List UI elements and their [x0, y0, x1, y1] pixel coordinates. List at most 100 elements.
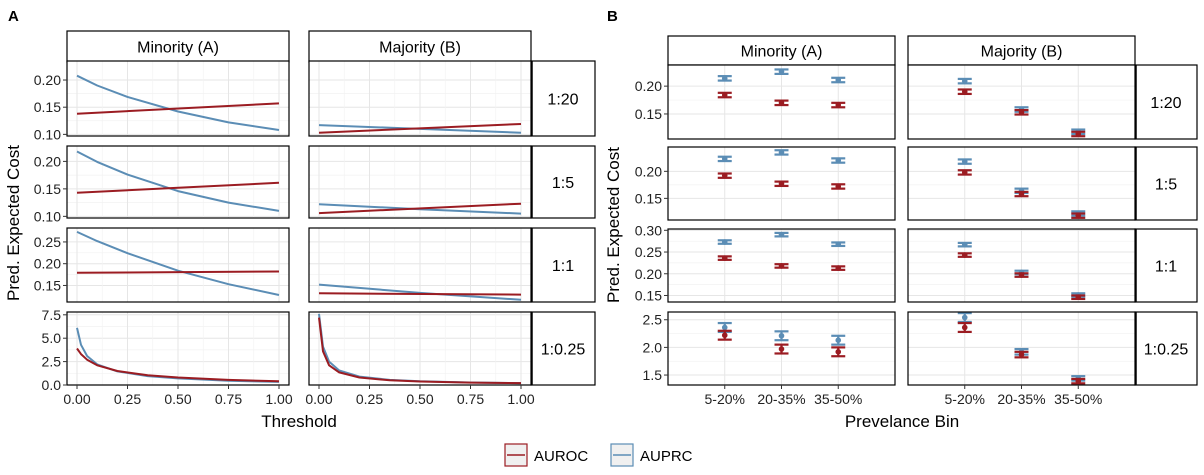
panel-b-minority-row0-frame [667, 64, 896, 140]
panel-a-majority-row2-line-auprc [318, 283, 522, 301]
panel-b-majority-row0-point-auprc-0 [957, 77, 972, 85]
panel-b-minority-row2-point-auprc-1 [774, 231, 789, 238]
data-point [721, 255, 728, 261]
panel-b-ytick-label-0-0: 0.15 [635, 106, 662, 122]
panel-b-majority-row0-point-auroc-0 [957, 88, 972, 96]
panel-a-ytick-label-1-1: 0.15 [34, 181, 61, 197]
panel-a-majority-row2-line-auroc [318, 292, 522, 296]
panel-a-row-strip-3-label: 1:0.25 [541, 342, 586, 359]
data-point [835, 157, 842, 164]
panel-b-minority-row3-point-auroc-0 [717, 329, 732, 341]
panel-a-xtick-label-0-2: 0.50 [164, 391, 191, 407]
panel-a-x-axis-title: Threshold [261, 412, 337, 431]
panel-b-majority-row0-point-auroc-1 [1014, 108, 1029, 116]
panel-a-xtick-label-0-1: 0.25 [114, 391, 141, 407]
data-point [835, 349, 842, 355]
data-point [721, 324, 728, 331]
data-point [1018, 191, 1025, 197]
panel-a-ytick-label-0-1: 0.15 [34, 99, 61, 115]
panel-b-ytick-label-3-2: 2.5 [643, 312, 663, 328]
panel-a-ytick-label-0-0: 0.10 [34, 126, 61, 142]
panel-b-ytick-label-1-1: 0.20 [635, 163, 662, 179]
panel-a-majority-row0-frame [308, 60, 532, 137]
panel-a-ytick-label-3-2: 5.0 [42, 330, 62, 346]
panel-a-label: A [8, 8, 19, 25]
panel-b-minority-row3-point-auprc-1 [774, 330, 789, 342]
panel-b-ytick-label-2-1: 0.20 [635, 266, 662, 282]
data-point [835, 337, 842, 344]
panel-b-ytick-label-0-1: 0.20 [635, 78, 662, 94]
panel-b-minority-row2-point-auroc-0 [717, 255, 732, 261]
panel-a-xtick-label-1-4: 1.00 [507, 391, 534, 407]
data-point [721, 156, 728, 162]
panel-b-minority-row0-point-auprc-1 [774, 68, 789, 76]
data-point [1075, 212, 1082, 219]
legend: AUROC AUPRC [504, 443, 693, 467]
data-point [778, 180, 785, 187]
panel-b-row-strip-3-label: 1:0.25 [1144, 342, 1189, 359]
panel-b-xtick-label-1-0: 5-20% [945, 391, 985, 407]
data-point [1075, 131, 1082, 137]
panel-a-majority-row1-line-auroc [318, 202, 522, 215]
panel-b-minority-row2-point-auroc-2 [831, 265, 846, 271]
panel-b-majority-row1-point-auroc-0 [957, 169, 972, 176]
legend-label-auprc: AUPRC [640, 448, 693, 465]
panel-b-ytick-label-1-0: 0.15 [635, 190, 662, 206]
panel-b-majority-row3-point-auroc-2 [1071, 377, 1086, 385]
panel-b-minority-row1-frame [667, 146, 896, 221]
panel-a-xtick-label-1-0: 0.00 [305, 391, 332, 407]
panel-b-label: B [607, 8, 618, 25]
panel-a-ytick-label-2-2: 0.25 [34, 234, 61, 250]
data-point [1075, 378, 1082, 384]
panel-b-minority-row1-point-auprc-1 [774, 149, 789, 156]
panel-a-ytick-label-0-2: 0.20 [34, 72, 61, 88]
panel-a-minority-row3-line-auroc [76, 347, 280, 383]
panel-b-minority-row3-point-auroc-1 [774, 343, 789, 355]
data-point [961, 241, 968, 248]
data-point [778, 346, 785, 352]
panel-b-x-axis-title: Prevelance Bin [845, 412, 959, 431]
data-point [835, 265, 842, 271]
data-point [1018, 351, 1025, 358]
data-point [961, 158, 968, 165]
data-point [778, 100, 785, 106]
panel-a-minority-row2-line-auroc [76, 270, 280, 274]
panel-b-row-strip-2-label: 1:1 [1155, 259, 1177, 276]
panel-b-col-strip-0-box [667, 35, 896, 66]
panel-b-minority-row0-point-auroc-2 [831, 101, 846, 109]
panel-b-row-strip-3-box [1134, 311, 1198, 386]
panel-b-majority-row0-point-auroc-2 [1071, 130, 1086, 138]
legend-label-auroc: AUROC [534, 448, 588, 465]
panel-b-col-strip-1-box [907, 35, 1136, 66]
panel-a-col-strip-1-label: Majority (B) [379, 40, 461, 57]
panel-a-ytick-label-3-3: 7.5 [42, 307, 62, 323]
data-point [961, 314, 968, 321]
data-point [1075, 294, 1082, 301]
panel-b-minority-row0-point-auprc-0 [717, 75, 732, 82]
panel-a-row-strip-1-box [530, 145, 596, 219]
panel-a-minority-row1-frame [66, 145, 290, 219]
panel-b-majority-row3-point-auroc-1 [1014, 350, 1029, 359]
panel-a-majority-row0-line-auroc [318, 123, 522, 134]
panel-b-ytick-label-3-1: 2.0 [643, 339, 663, 355]
panel-b-majority-row1-point-auroc-2 [1071, 212, 1086, 219]
panel-b-ytick-label-3-0: 1.5 [643, 367, 663, 383]
data-point [961, 78, 968, 84]
data-point [835, 183, 842, 190]
panel-a-xtick-label-1-1: 0.25 [356, 391, 383, 407]
data-point [778, 149, 785, 156]
panel-b-minority-row1-point-auroc-0 [717, 172, 732, 179]
panel-a-minority-row2-frame [66, 227, 290, 303]
panel-a-y-axis-title: Pred. Expected Cost [4, 145, 23, 301]
panel-a-ytick-label-1-0: 0.10 [34, 208, 61, 224]
panel-b-ytick-label-2-0: 0.15 [635, 287, 662, 303]
panel-b-col-strip-1-label: Majority (B) [981, 44, 1063, 61]
data-point [778, 263, 785, 269]
panel-b-majority-row2-point-auroc-2 [1071, 294, 1086, 301]
panel-a-xtick-label-1-2: 0.50 [406, 391, 433, 407]
panel-a-minority-row0-line-auroc [76, 102, 280, 115]
data-point [835, 241, 842, 248]
data-point [721, 92, 728, 98]
panel-a-row-strip-2-box [530, 227, 596, 303]
